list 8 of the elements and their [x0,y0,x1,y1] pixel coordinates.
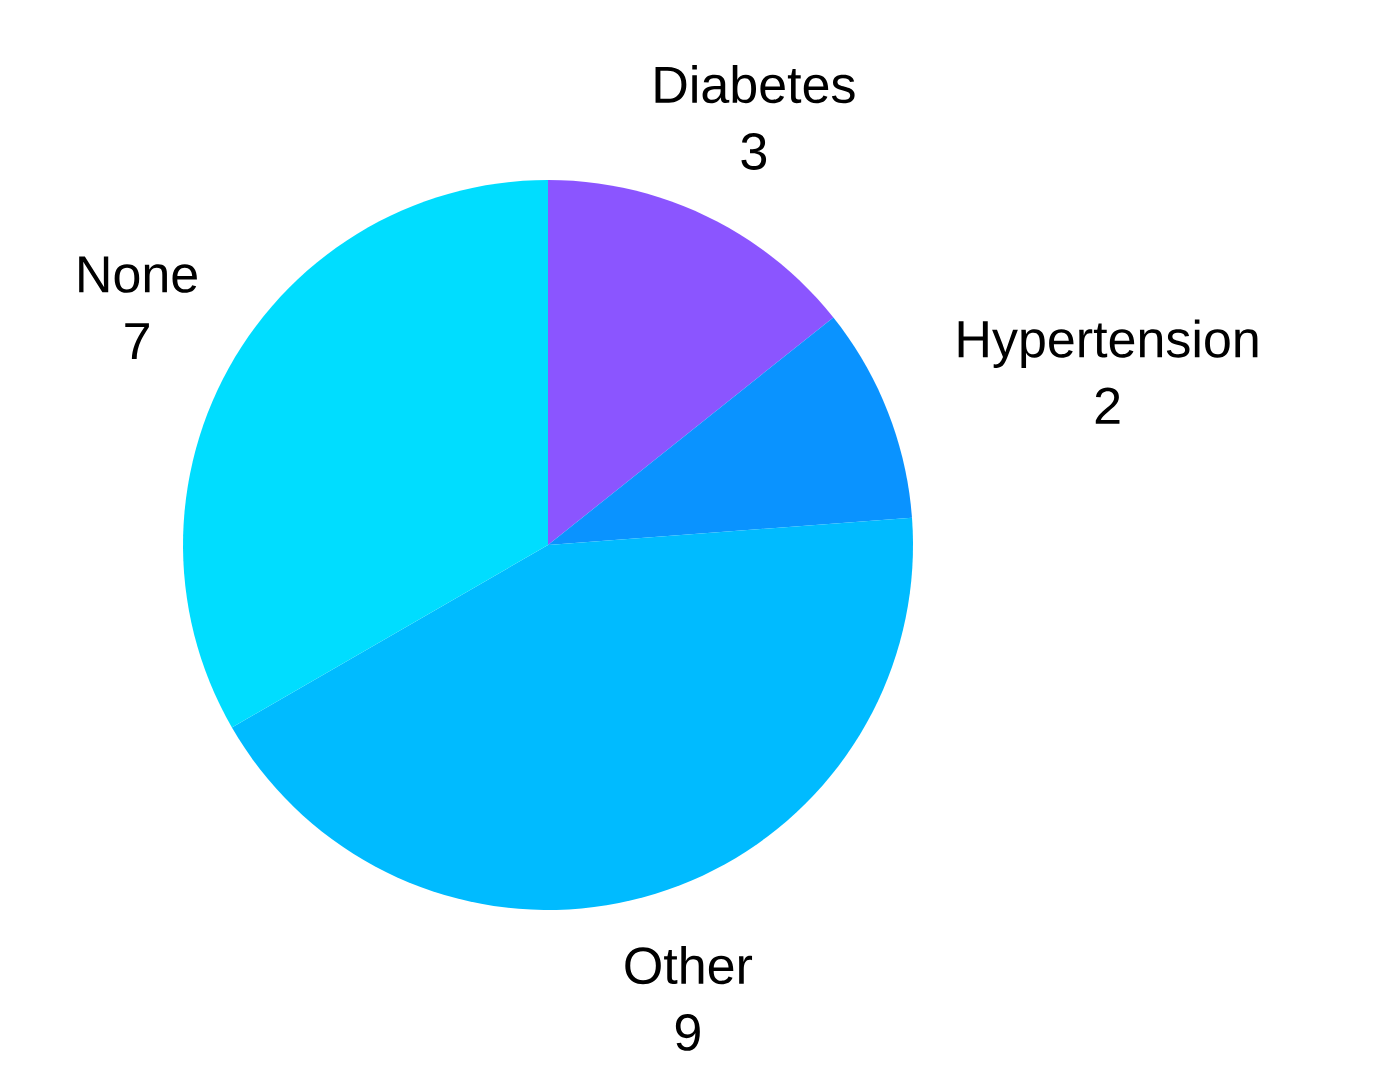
slice-label: Diabetes [655,65,855,104]
slice-label: Other [625,945,753,985]
slice-label: None [79,256,197,293]
data-label: 2 [1095,387,1120,424]
data-label: 9 [675,1014,700,1051]
slice-label: Hypertension [958,319,1258,368]
data-label: 3 [741,133,767,170]
data-label: 7 [125,323,149,359]
